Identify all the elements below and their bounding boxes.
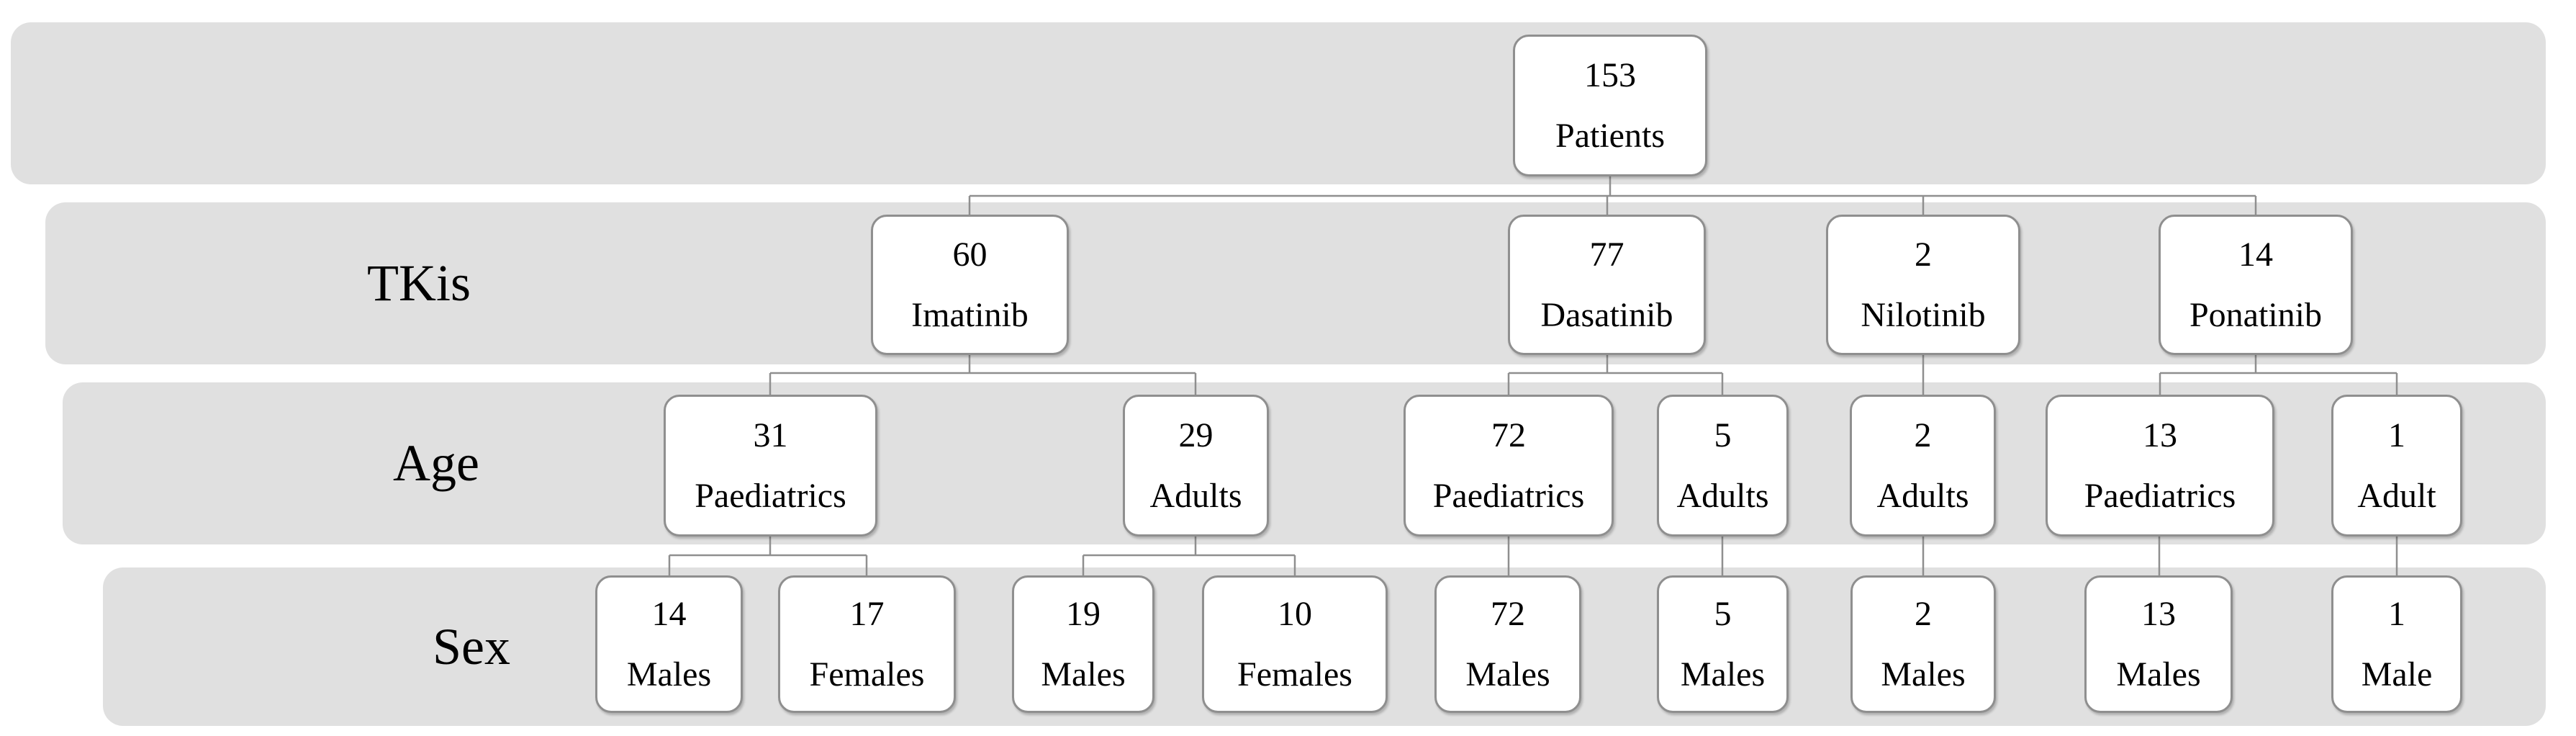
node-ponatinib-paediatrics-label: Paediatrics — [2084, 476, 2236, 515]
node-dasatinib-paediatrics-label: Paediatrics — [1432, 476, 1585, 515]
node-males19-count: 19 — [1066, 594, 1101, 633]
connector-patients-to-tkis — [968, 176, 2257, 215]
node-imatinib-paediatrics-males: 14 Males — [595, 575, 743, 713]
row-label-age: Age — [393, 434, 479, 492]
band-patients-row — [11, 22, 2546, 184]
node-males5-label: Males — [1680, 655, 1766, 694]
node-females17-label: Females — [809, 655, 925, 694]
node-ponatinib: 14 Ponatinib — [2159, 215, 2353, 355]
node-nilotinib-adults-label: Adults — [1876, 476, 1969, 515]
node-males2-count: 2 — [1915, 594, 1932, 633]
row-label-sex: Sex — [433, 618, 510, 676]
node-ponatinib-adult-label: Adult — [2357, 476, 2436, 515]
node-imatinib-adults: 29 Adults — [1123, 395, 1269, 537]
node-ponatinib-adult-male: 1 Male — [2331, 575, 2462, 713]
node-males19-label: Males — [1041, 655, 1126, 694]
row-label-tkis: TKis — [367, 254, 471, 312]
node-imatinib-adults-label: Adults — [1149, 476, 1242, 515]
node-imatinib-adults-females: 10 Females — [1202, 575, 1388, 713]
connector-imatinib-to-age — [769, 354, 1197, 395]
node-male1-count: 1 — [2388, 594, 2405, 633]
node-nilotinib-adults: 2 Adults — [1850, 395, 1996, 537]
node-males13-count: 13 — [2141, 594, 2176, 633]
node-dasatinib-paediatrics-males: 72 Males — [1434, 575, 1581, 713]
node-imatinib-paediatrics-count: 31 — [753, 416, 788, 454]
node-males72-label: Males — [1465, 655, 1550, 694]
node-males72-count: 72 — [1491, 594, 1525, 633]
node-dasatinib-adults-males: 5 Males — [1657, 575, 1789, 713]
node-imatinib: 60 Imatinib — [871, 215, 1069, 355]
node-male1-label: Male — [2361, 655, 2433, 694]
node-ponatinib-paediatrics-count: 13 — [2143, 416, 2177, 454]
node-females10-count: 10 — [1278, 594, 1312, 633]
node-imatinib-paediatrics-females: 17 Females — [778, 575, 956, 713]
connector-paediatrics31-to-sex — [668, 537, 868, 575]
node-dasatinib: 77 Dasatinib — [1508, 215, 1706, 355]
node-ponatinib-adult-count: 1 — [2388, 416, 2405, 454]
node-males5-count: 5 — [1714, 594, 1732, 633]
node-ponatinib-adult: 1 Adult — [2331, 395, 2462, 537]
node-males14-count: 14 — [651, 594, 687, 633]
node-imatinib-adults-count: 29 — [1178, 416, 1214, 454]
connector-adults29-to-sex — [1082, 537, 1296, 575]
node-imatinib-count: 60 — [952, 235, 988, 274]
node-patients: 153 Patients — [1513, 35, 1707, 176]
node-nilotinib-adults-count: 2 — [1914, 416, 1932, 454]
node-nilotinib-adults-males: 2 Males — [1850, 575, 1996, 713]
node-males13-label: Males — [2116, 655, 2201, 694]
node-males14-label: Males — [626, 655, 712, 694]
node-patients-label: Patients — [1555, 116, 1665, 155]
node-dasatinib-label: Dasatinib — [1540, 295, 1673, 334]
connector-ponatinib-to-age — [2159, 354, 2398, 395]
node-nilotinib-label: Nilotinib — [1861, 295, 1986, 334]
node-ponatinib-label: Ponatinib — [2189, 295, 2322, 334]
node-dasatinib-paediatrics: 72 Paediatrics — [1404, 395, 1614, 537]
node-nilotinib: 2 Nilotinib — [1826, 215, 2020, 355]
node-females10-label: Females — [1237, 655, 1352, 694]
node-imatinib-label: Imatinib — [911, 295, 1029, 334]
node-dasatinib-count: 77 — [1589, 235, 1624, 274]
node-dasatinib-adults-label: Adults — [1676, 476, 1769, 515]
node-dasatinib-paediatrics-count: 72 — [1491, 416, 1526, 454]
node-patients-count: 153 — [1584, 55, 1636, 94]
connector-dasatinib-to-age — [1507, 354, 1724, 395]
node-ponatinib-paediatrics: 13 Paediatrics — [2046, 395, 2274, 537]
node-females17-count: 17 — [849, 594, 885, 633]
node-dasatinib-adults: 5 Adults — [1657, 395, 1789, 537]
node-imatinib-paediatrics-label: Paediatrics — [695, 476, 846, 515]
node-ponatinib-paediatrics-males: 13 Males — [2084, 575, 2233, 713]
band-tkis-row — [45, 202, 2546, 364]
node-nilotinib-count: 2 — [1915, 235, 1932, 274]
node-ponatinib-count: 14 — [2238, 235, 2273, 274]
node-males2-label: Males — [1881, 655, 1966, 694]
node-imatinib-adults-males: 19 Males — [1012, 575, 1154, 713]
node-imatinib-paediatrics: 31 Paediatrics — [664, 395, 877, 537]
node-dasatinib-adults-count: 5 — [1714, 416, 1732, 454]
